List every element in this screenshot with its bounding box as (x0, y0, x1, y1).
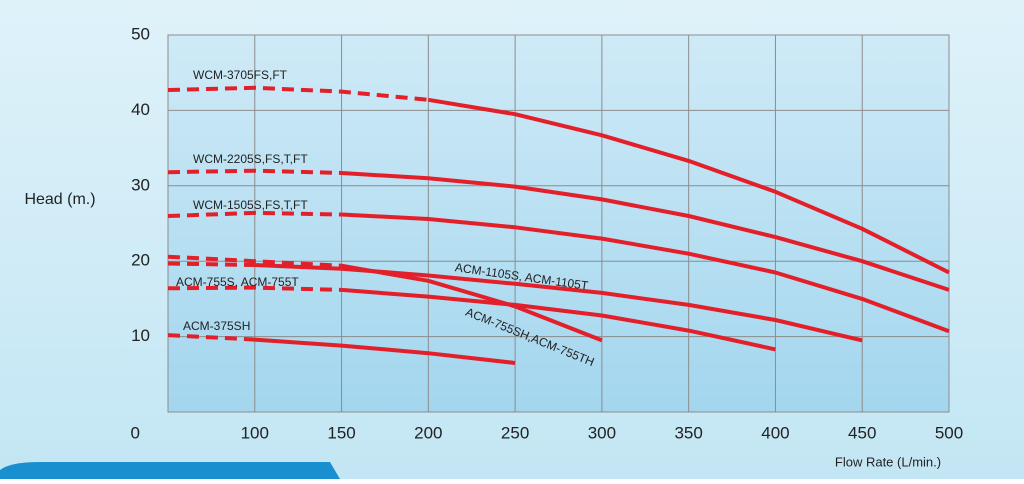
grid: 0 10 20 30 40 50 100 150 200 250 300 350 400 450 500 (131, 24, 964, 442)
x-tick-label: 100 (241, 423, 269, 442)
y-tick-label: 30 (131, 175, 150, 194)
y-tick-label: 40 (131, 100, 150, 119)
curve (341, 171, 950, 292)
x-tick-label: 200 (414, 423, 442, 442)
x-tick-label: 450 (848, 423, 876, 442)
curve (341, 263, 603, 343)
series-label: WCM-3705FS,FT (193, 68, 288, 82)
x-tick-label: 400 (761, 423, 789, 442)
curve-dashed (167, 333, 255, 342)
curve-dashed (167, 254, 342, 268)
x-tick-label: 300 (588, 423, 616, 442)
y-tick-label: 20 (131, 251, 150, 270)
curve (341, 287, 776, 352)
curve (254, 337, 516, 365)
y-tick-label: 50 (131, 24, 150, 43)
curve (427, 97, 950, 275)
curves (167, 85, 950, 365)
y-tick-label: 0 (131, 423, 140, 442)
y-axis-label: Head (m.) (24, 191, 95, 208)
x-tick-label: 150 (327, 423, 355, 442)
x-tick-label: 500 (935, 423, 963, 442)
series-label: WCM-2205S,FS,T,FT (193, 152, 308, 166)
series-label: ACM-375SH (183, 319, 250, 333)
curve-dashed (167, 210, 342, 218)
series-label: ACM-755S, ACM-755T (176, 275, 299, 289)
curve-dashed (167, 85, 429, 102)
x-tick-label: 350 (674, 423, 702, 442)
series-label: WCM-1505S,FS,T,FT (193, 198, 308, 212)
curve-dashed (167, 285, 342, 292)
x-tick-label: 250 (501, 423, 529, 442)
x-axis-label: Flow Rate (L/min.) (835, 454, 941, 469)
y-tick-label: 10 (131, 326, 150, 345)
curve-dashed (167, 168, 342, 175)
curve-dashed (167, 261, 255, 267)
plot-area (168, 35, 949, 412)
curve (341, 212, 950, 334)
banner-decoration (0, 462, 340, 479)
